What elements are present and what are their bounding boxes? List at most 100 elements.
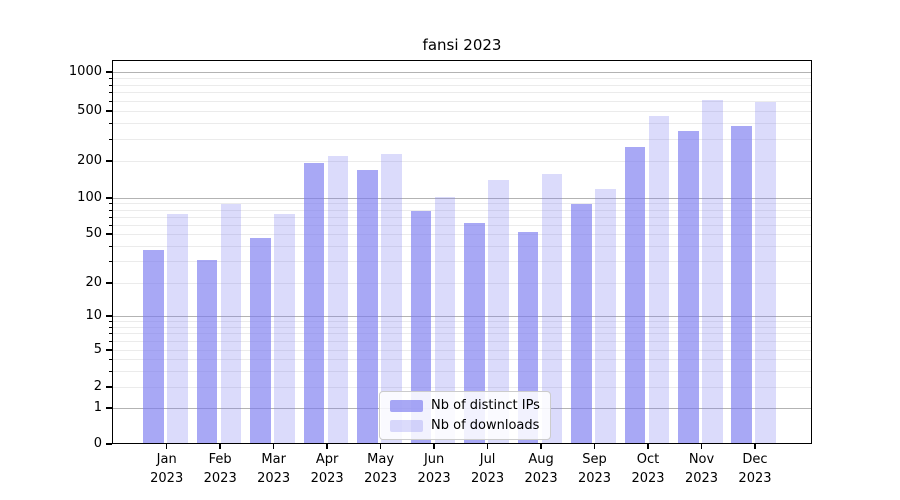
grid-minor-line xyxy=(112,261,812,263)
y-tick-mark xyxy=(106,71,112,73)
legend-swatch-downloads xyxy=(390,419,423,432)
x-tick-label: Apr 2023 xyxy=(295,450,359,488)
grid-minor-line xyxy=(112,161,812,162)
bar-distinct-ips xyxy=(517,231,539,444)
x-tick-label: Jan 2023 xyxy=(135,450,199,488)
bar-distinct-ips xyxy=(464,222,485,444)
bar-distinct-ips xyxy=(410,210,432,444)
x-tick-mark xyxy=(700,444,703,449)
legend-swatch-distinct-ips xyxy=(390,399,423,412)
bar-downloads xyxy=(648,115,670,444)
x-tick-mark xyxy=(433,444,435,449)
grid-minor-line xyxy=(112,209,812,211)
x-tick-mark xyxy=(219,444,221,449)
x-tick-month: Dec xyxy=(742,452,768,467)
bar-distinct-ips xyxy=(250,238,271,444)
y-tick-label: 200 xyxy=(77,153,102,168)
legend-item-downloads: Nb of downloads xyxy=(390,418,540,433)
y-minor-tick-mark xyxy=(108,370,112,372)
y-tick-label: 5 xyxy=(93,342,102,357)
grid-minor-line xyxy=(112,100,812,102)
x-tick-year: 2023 xyxy=(203,471,237,486)
x-tick-month: Mar xyxy=(261,452,286,467)
y-minor-tick-mark xyxy=(108,209,112,211)
y-minor-tick-mark xyxy=(108,100,112,102)
y-minor-tick-mark xyxy=(108,321,112,323)
x-tick-year: 2023 xyxy=(738,471,772,486)
y-minor-tick-mark xyxy=(108,261,112,263)
grid-major-line xyxy=(112,198,812,199)
y-tick-label: 2 xyxy=(93,379,102,394)
legend-label-distinct-ips: Nb of distinct IPs xyxy=(431,398,540,413)
x-tick-year: 2023 xyxy=(631,471,665,486)
bar-distinct-ips xyxy=(571,204,592,444)
x-tick-mark xyxy=(593,444,596,449)
bar-distinct-ips xyxy=(678,131,699,444)
grid-major-line xyxy=(112,72,812,73)
legend-label-downloads: Nb of downloads xyxy=(431,418,540,433)
y-minor-tick-mark xyxy=(108,77,112,79)
y-minor-tick-mark xyxy=(108,138,112,140)
bar-distinct-ips xyxy=(357,169,378,444)
x-tick-mark xyxy=(647,444,649,449)
grid-minor-line xyxy=(112,216,812,218)
bar-downloads xyxy=(381,154,402,444)
bar-downloads xyxy=(220,204,242,444)
bar-distinct-ips xyxy=(143,250,164,444)
grid-minor-line xyxy=(112,387,812,388)
x-tick-label: Mar 2023 xyxy=(242,450,306,488)
grid-minor-line xyxy=(112,326,812,328)
grid-minor-line xyxy=(112,224,812,226)
y-tick-mark xyxy=(106,233,112,235)
y-tick-label: 10 xyxy=(85,308,102,323)
bar-distinct-ips xyxy=(731,126,752,444)
bar-distinct-ips xyxy=(303,163,325,444)
x-tick-month: Oct xyxy=(636,452,660,467)
x-tick-month: Feb xyxy=(208,452,232,467)
x-tick-year: 2023 xyxy=(310,471,344,486)
grid-major-line xyxy=(112,316,812,317)
x-tick-month: Apr xyxy=(315,452,339,467)
x-tick-label: Sep 2023 xyxy=(563,450,627,488)
x-tick-month: Sep xyxy=(582,452,607,467)
x-tick-year: 2023 xyxy=(150,471,184,486)
y-minor-tick-mark xyxy=(108,123,112,125)
y-tick-mark xyxy=(106,160,112,162)
x-tick-mark xyxy=(166,444,168,449)
x-tick-mark xyxy=(540,444,542,449)
bar-distinct-ips xyxy=(624,147,646,444)
gridlines-layer xyxy=(112,60,812,444)
bar-downloads xyxy=(755,102,776,444)
grid-minor-line xyxy=(112,123,812,125)
grid-minor-line xyxy=(112,245,812,247)
x-tick-year: 2023 xyxy=(417,471,451,486)
y-tick-label: 1000 xyxy=(68,64,102,79)
grid-minor-line xyxy=(112,111,812,112)
x-tick-label: Nov 2023 xyxy=(670,450,734,488)
x-tick-label: May 2023 xyxy=(349,450,413,488)
x-tick-label: Oct 2023 xyxy=(616,450,680,488)
y-tick-mark xyxy=(106,315,112,317)
grid-minor-line xyxy=(112,138,812,140)
x-tick-year: 2023 xyxy=(364,471,398,486)
x-tick-mark xyxy=(326,444,328,449)
grid-minor-line xyxy=(112,359,812,360)
legend-item-distinct-ips: Nb of distinct IPs xyxy=(390,398,540,413)
bar-downloads xyxy=(541,174,563,444)
x-tick-year: 2023 xyxy=(577,471,612,486)
y-tick-label: 500 xyxy=(77,103,102,118)
y-minor-tick-mark xyxy=(108,359,112,360)
y-tick-label: 1 xyxy=(93,400,102,415)
bar-downloads xyxy=(274,213,295,444)
grid-minor-line xyxy=(112,84,812,86)
grid-minor-line xyxy=(112,77,812,79)
x-tick-mark xyxy=(272,444,275,449)
bar-downloads xyxy=(327,156,349,444)
y-tick-label: 20 xyxy=(85,275,102,290)
grid-minor-line xyxy=(112,283,812,284)
grid-minor-line xyxy=(112,333,812,335)
y-tick-mark xyxy=(106,282,112,284)
x-tick-month: Nov xyxy=(688,452,715,467)
grid-minor-line xyxy=(112,321,812,323)
